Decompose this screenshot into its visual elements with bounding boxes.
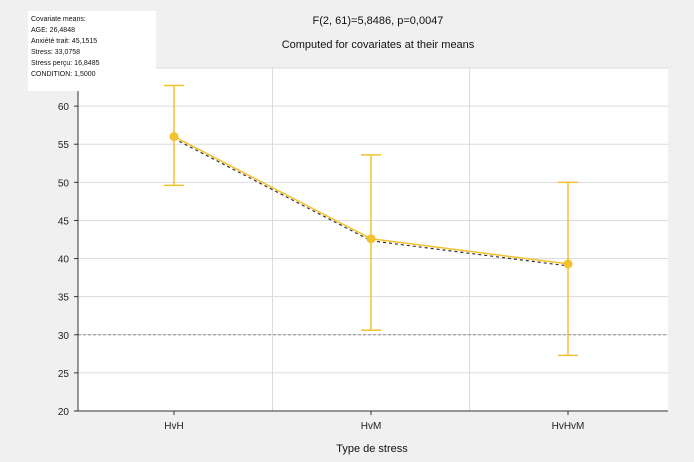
covariate-info-line: Stress: 33,0758 [31, 49, 80, 56]
x-axis-title: Type de stress [336, 443, 408, 455]
chart-subtitle: Computed for covariates at their means [282, 39, 475, 51]
data-point [169, 132, 179, 142]
y-tick-label: 40 [58, 255, 70, 266]
y-tick-label: 55 [58, 140, 70, 151]
covariate-info-lines: Covariate means: AGE: 26,4848 Anxiété trai… [31, 16, 100, 78]
covariate-info-line: AGE: 26,4848 [31, 27, 75, 34]
x-tick-label: HvH [164, 421, 183, 432]
y-tick-label: 30 [58, 331, 70, 342]
y-tick-label: 20 [58, 407, 70, 418]
chart-title: F(2, 61)=5,8486, p=0,0047 [313, 15, 444, 27]
covariate-info-box [28, 11, 156, 91]
data-point [563, 259, 573, 269]
covariate-info-line: Covariate means: [31, 16, 86, 23]
covariate-info-line: Anxiété trait: 45,1515 [31, 38, 97, 45]
covariate-info-line: CONDITION: 1,5000 [31, 71, 96, 78]
data-point [366, 234, 376, 244]
x-tick-label: HvM [361, 421, 382, 432]
y-tick-label: 50 [58, 178, 70, 189]
series-layer [164, 84, 578, 357]
series-shadow-line [173, 138, 569, 267]
y-tick-label: 35 [58, 293, 70, 304]
y-tick-label: 60 [58, 102, 70, 113]
y-tick-label: 25 [58, 369, 70, 380]
x-tick-label: HvHvM [552, 421, 585, 432]
y-tick-label: 45 [58, 216, 70, 227]
y-ticks: 20253035404550556065 [58, 64, 78, 418]
x-ticks: HvH HvM HvHvM [164, 411, 584, 432]
covariate-info-line: Stress perçu: 16,8485 [31, 60, 100, 67]
